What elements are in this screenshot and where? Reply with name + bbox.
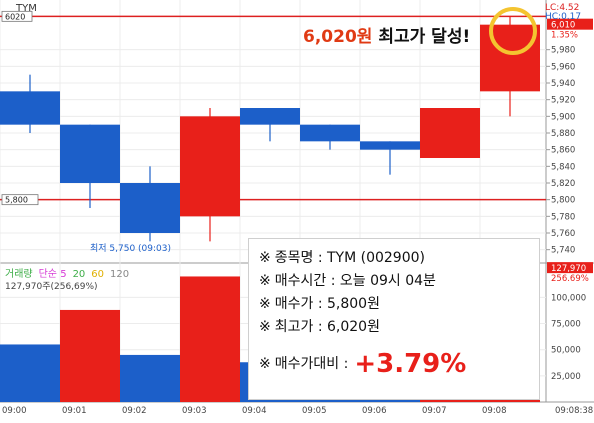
- candle-body: [180, 116, 240, 217]
- price-tick-label: 5,980: [551, 46, 575, 56]
- header-hc: HC:0.17: [545, 12, 581, 22]
- volume-tick-label: 75,000: [551, 320, 581, 330]
- ticker-label: TYM: [15, 3, 37, 14]
- low-annotation: 최저 5,750 (09:03): [90, 243, 171, 254]
- price-tick-label: 5,820: [551, 179, 575, 189]
- volume-legend: 거래량 단순 5 20 60 120: [5, 268, 129, 280]
- candle-body: [420, 108, 480, 158]
- volume-last-value: 127,970: [551, 264, 586, 274]
- highlight-circle: [489, 7, 537, 55]
- volume-summary: 127,970주(256,69%): [5, 281, 98, 292]
- last-price-tag: [547, 18, 593, 30]
- price-tick-label: 5,960: [551, 62, 575, 72]
- volume-bar: [0, 344, 60, 402]
- price-tick-label: 5,920: [551, 96, 575, 106]
- reference-lines: 6020 5,800: [0, 10, 546, 206]
- candle-body: [360, 141, 420, 150]
- volume-tick-label: 100,000: [551, 293, 586, 303]
- reference-line-label: 6020: [5, 12, 25, 21]
- time-tick-label: 09:07: [422, 406, 447, 416]
- time-tick-label: 09:03: [182, 406, 207, 416]
- time-tick-label: 09:08:38: [555, 406, 593, 416]
- price-tick-label: 5,800: [551, 196, 575, 206]
- price-tick-label: 5,840: [551, 162, 575, 172]
- info-line-name: ※ 종목명 : TYM (002900): [259, 250, 425, 266]
- volume-tick-label: 50,000: [551, 346, 581, 356]
- volume-bar: [60, 309, 120, 402]
- volume-legend-item: 단순 5: [39, 268, 67, 280]
- last-price-pct: 1.35%: [551, 31, 578, 41]
- axes: 5,980 5,960 5,940 5,920 5,900 5,880 5,860 5,840…: [2, 18, 593, 416]
- callout-price: 6,020원: [303, 27, 373, 47]
- reference-line-tag: [1, 10, 33, 22]
- volume-legend-item: 60: [91, 269, 104, 280]
- time-tick-label: 09:08: [482, 406, 507, 416]
- price-tick-label: 5,880: [551, 129, 575, 139]
- candle-body: [480, 24, 540, 92]
- candle-body: [240, 108, 300, 125]
- callout-text: 최고가 달성!: [378, 27, 471, 47]
- volume-legend-item: 20: [73, 269, 86, 280]
- trade-info-box: ※ 종목명 : TYM (002900) ※ 매수시간 : 오늘 09시 04분 ※…: [248, 238, 540, 400]
- price-tick-label: 5,940: [551, 79, 575, 89]
- volume-legend-item: 120: [110, 269, 129, 280]
- volume-legend-item: 거래량: [5, 268, 33, 280]
- price-tick-label: 5,860: [551, 146, 575, 156]
- header-lc: LC:4.52: [545, 3, 579, 13]
- reference-line-label: 5,800: [5, 196, 28, 205]
- gain-value: +3.79%: [354, 349, 467, 379]
- price-tick-label: 5,780: [551, 212, 575, 222]
- time-tick-label: 09:04: [242, 406, 267, 416]
- volume-last-tag: [547, 262, 593, 274]
- time-tick-label: 09:06: [362, 406, 387, 416]
- candle-body: [120, 183, 180, 233]
- reference-line-tag: [1, 194, 39, 206]
- info-line-time: ※ 매수시간 : 오늘 09시 04분: [259, 273, 436, 289]
- volume-bar: [180, 276, 240, 402]
- info-line-high-price: ※ 최고가 : 6,020원: [259, 319, 380, 335]
- candle-body: [0, 91, 60, 125]
- price-tick-label: 5,900: [551, 112, 575, 122]
- time-tick-label: 09:05: [302, 406, 327, 416]
- time-tick-label: 09:00: [2, 406, 27, 416]
- candle-body: [60, 124, 120, 183]
- price-tick-label: 5,760: [551, 229, 575, 239]
- volume-tick-label: 25,000: [551, 372, 581, 382]
- volume-last-pct: 256.69%: [551, 274, 589, 284]
- last-price-value: 6,010: [551, 21, 575, 31]
- high-price-callout: 6,020원 최고가 달성!: [303, 22, 470, 47]
- info-line-buy-price: ※ 매수가 : 5,800원: [259, 296, 380, 312]
- time-tick-label: 09:01: [62, 406, 87, 416]
- time-tick-label: 09:02: [122, 406, 147, 416]
- info-line-gain: ※ 매수가대비 : +3.79%: [259, 349, 467, 379]
- price-tick-label: 5,740: [551, 246, 575, 256]
- candle-body: [300, 124, 360, 142]
- volume-bar: [120, 354, 180, 402]
